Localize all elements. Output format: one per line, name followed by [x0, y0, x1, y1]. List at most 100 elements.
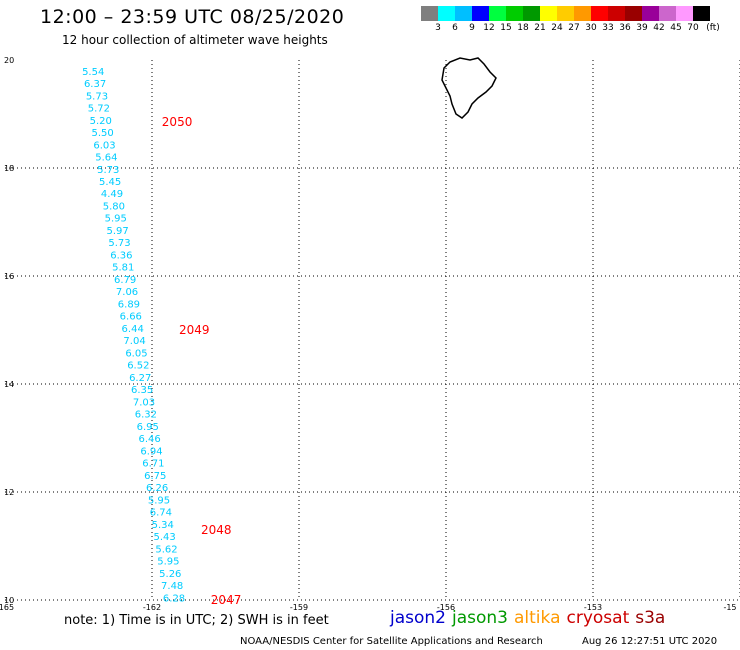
swh-value: 5.20	[90, 116, 112, 127]
swh-value: 6.26	[146, 483, 168, 494]
swh-value: 5.34	[152, 520, 174, 531]
legend-swatch	[557, 6, 574, 21]
legend-label: 12	[483, 23, 495, 33]
legend-swatch	[642, 6, 659, 21]
legend-labels: 3 6 9 12 15 18 21 24 27 30 33 36 39 42 45 70 (ft)	[421, 21, 740, 35]
swh-value: 6.79	[114, 275, 136, 286]
legend-label: 15	[500, 23, 512, 33]
legend-label: 45	[670, 23, 682, 33]
legend-label: 36	[619, 23, 631, 33]
legend-swatch	[659, 6, 676, 21]
swh-value: 5.43	[154, 532, 176, 543]
swh-value: 5.95	[148, 495, 170, 506]
swh-value: 5.64	[95, 153, 117, 164]
legend-label: 24	[551, 23, 563, 33]
swh-value: 7.06	[116, 287, 138, 298]
legend-label: 33	[602, 23, 614, 33]
swh-value: 5.73	[97, 165, 119, 176]
swh-value: 5.95	[105, 214, 127, 225]
swh-value: 5.73	[86, 91, 108, 102]
legend-swatch	[489, 6, 506, 21]
legend-swatch	[506, 6, 523, 21]
lat-label: 14	[4, 380, 14, 389]
legend-swatch	[608, 6, 625, 21]
credit-text: NOAA/NESDIS Center for Satellite Applica…	[240, 636, 543, 647]
lon-label: -159	[290, 603, 308, 612]
swh-value: 6.89	[118, 299, 140, 310]
swh-value: 6.71	[142, 459, 164, 470]
legend-swatch	[625, 6, 642, 21]
swh-value: 6.52	[127, 361, 149, 372]
satellite-jason3: jason3	[452, 608, 508, 628]
lat-label: 18	[4, 164, 14, 173]
legend-label: 30	[585, 23, 597, 33]
lon-label: -153	[584, 603, 602, 612]
legend-label: 42	[653, 23, 665, 33]
legend-label: 3	[435, 23, 441, 33]
swh-value: 6.75	[144, 471, 166, 482]
time-label: 2048	[201, 523, 232, 537]
swh-value: 7.03	[133, 397, 155, 408]
legend-swatch	[540, 6, 557, 21]
legend-label: 9	[469, 23, 475, 33]
legend-label: 18	[517, 23, 529, 33]
satellite-jason2: jason2	[390, 608, 446, 628]
time-label: 2050	[162, 115, 193, 129]
swh-value: 5.73	[108, 238, 130, 249]
swh-value: 6.66	[120, 312, 142, 323]
legend-swatch	[421, 6, 438, 21]
swh-value: 6.46	[138, 434, 160, 445]
legend-swatch	[455, 6, 472, 21]
time-label: 2049	[179, 323, 210, 337]
swh-value: 6.74	[150, 508, 172, 519]
timestamp-text: Aug 26 12:27:51 UTC 2020	[582, 636, 718, 647]
swh-value: 6.94	[140, 446, 162, 457]
swh-value: 5.95	[157, 557, 179, 568]
island-coastline	[441, 57, 497, 119]
legend-swatch	[591, 6, 608, 21]
color-legend: 3 6 9 12 15 18 21 24 27 30 33 36 39 42 45 70 (ft)	[421, 6, 740, 35]
swh-value: 6.35	[131, 385, 153, 396]
legend-swatch	[523, 6, 540, 21]
page-subtitle: 12 hour collection of altimeter wave hei…	[62, 33, 328, 47]
satellite-s3a: s3a	[635, 608, 666, 628]
swh-value: 5.54	[82, 67, 104, 78]
satellite-altika: altika	[514, 608, 561, 628]
legend-swatch	[693, 6, 710, 21]
note-text: note: 1) Time is in UTC; 2) SWH is in fe…	[64, 613, 329, 628]
satellite-legend: jason2 jason3 altika cryosat s3a	[390, 608, 671, 628]
lon-label: -162	[143, 603, 161, 612]
lat-label: 10	[4, 596, 14, 605]
page-title: 12:00 – 23:59 UTC 08/25/2020	[40, 6, 345, 28]
satellite-cryosat: cryosat	[566, 608, 630, 628]
lon-label: -15	[723, 603, 736, 612]
swh-value: 5.26	[159, 569, 181, 580]
swh-value: 5.80	[103, 201, 125, 212]
legend-label: 39	[636, 23, 648, 33]
time-label: 2047	[211, 593, 242, 607]
legend-label: 70	[687, 23, 699, 33]
legend-label: 6	[452, 23, 458, 33]
swh-value: 6.36	[110, 250, 132, 261]
legend-label: 21	[534, 23, 546, 33]
swh-value: 4.49	[101, 189, 123, 200]
swh-value: 6.03	[93, 140, 115, 151]
legend-color-bar	[421, 6, 740, 21]
lat-label: 20	[4, 56, 14, 65]
swh-value: 6.32	[135, 410, 157, 421]
swh-value: 7.04	[123, 336, 145, 347]
legend-label: 27	[568, 23, 580, 33]
swh-value: 6.44	[122, 324, 144, 335]
legend-swatch	[438, 6, 455, 21]
legend-unit: (ft)	[706, 23, 720, 33]
lat-label: 12	[4, 488, 14, 497]
swh-value: 5.45	[99, 177, 121, 188]
swh-value: 5.62	[155, 544, 177, 555]
lon-label: -165	[0, 603, 14, 612]
lat-label: 16	[4, 272, 14, 281]
swh-value: 5.97	[107, 226, 129, 237]
swh-value: 6.27	[129, 373, 151, 384]
swh-value: 5.81	[112, 263, 134, 274]
swh-value: 7.48	[161, 581, 183, 592]
